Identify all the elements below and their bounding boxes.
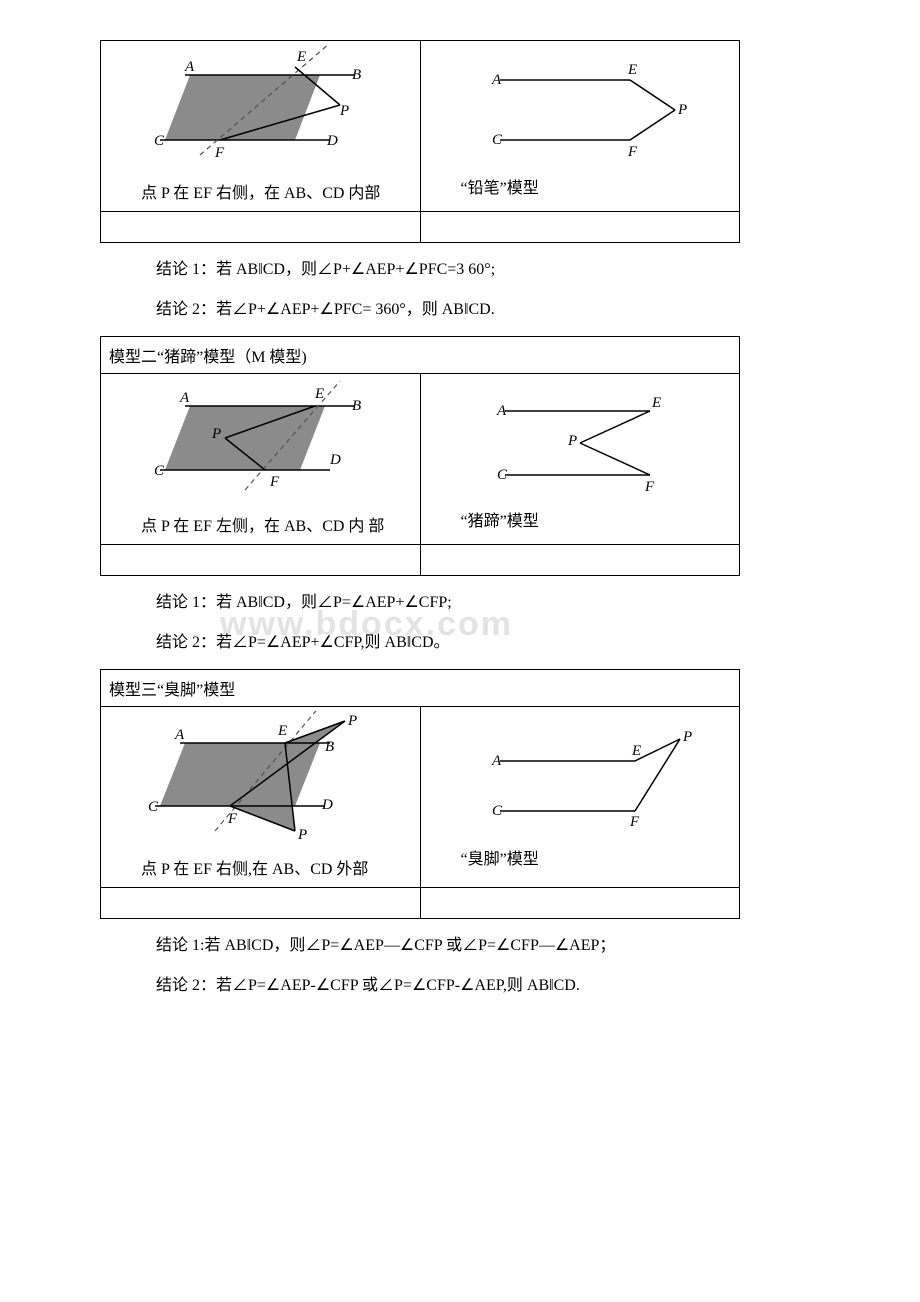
m3r-label-f: F <box>629 814 640 830</box>
m3-label-e: E <box>277 723 287 739</box>
m1-empty-l <box>101 212 421 243</box>
m3-empty-l <box>101 887 421 918</box>
model3-header: 模型三“臭脚”模型 <box>101 669 740 706</box>
m1r-line-pf <box>630 110 675 140</box>
m1r-label-a: A <box>491 72 502 88</box>
m3r-label-a: A <box>491 753 502 769</box>
m1r-label-c: C <box>492 132 503 148</box>
m3-label-p1: P <box>347 713 357 729</box>
m2r-label-p: P <box>567 433 577 449</box>
model3-table: 模型三“臭脚”模型 A B C D E F P P <box>100 669 740 919</box>
model1-right-cell: A E P C F “铅笔”模型 <box>420 41 740 212</box>
m2-label-b: B <box>352 398 361 414</box>
model2-left-caption: 点 P 在 EF 左侧，在 AB、CD 内 部 <box>107 508 414 536</box>
m1-empty-r <box>420 212 740 243</box>
model2-right-cell: A E P C F “猪蹄”模型 <box>420 373 740 544</box>
m3-label-f: F <box>227 811 238 827</box>
model2-conclusion2: 结论 2：若∠P=∠AEP+∠CFP,则 AB‖CD。 <box>60 628 860 658</box>
m3-empty-r <box>420 887 740 918</box>
m1-label-b: B <box>352 67 361 83</box>
model2-right-caption: “猪蹄”模型 <box>427 503 734 531</box>
m2-label-a: A <box>179 390 190 406</box>
model2-right-diagram: A E P C F <box>450 383 710 503</box>
m2-label-e: E <box>314 386 324 402</box>
model1-left-caption: 点 P 在 EF 右侧，在 AB、CD 内部 <box>107 175 414 203</box>
m2r-label-a: A <box>496 403 507 419</box>
m1-parallelogram <box>165 75 320 140</box>
model1-left-diagram: A B C D E F P <box>130 45 390 175</box>
m2-label-c: C <box>154 463 165 479</box>
m3r-label-p: P <box>682 729 692 745</box>
model3-right-caption: “臭脚”模型 <box>427 841 734 869</box>
model3-left-cell: A B C D E F P P 点 P 在 EF 右侧,在 AB、CD 外部 <box>101 706 421 887</box>
m1r-line-ep <box>630 80 675 110</box>
model1-conclusion2: 结论 2：若∠P+∠AEP+∠PFC= 360°，则 AB‖CD. <box>60 295 860 325</box>
model1-right-diagram: A E P C F <box>450 50 710 170</box>
m1-label-d: D <box>326 133 338 149</box>
m3r-label-c: C <box>492 803 503 819</box>
model1-table: A B C D E F P 点 P 在 EF 右侧，在 AB、CD 内部 A E… <box>100 40 740 243</box>
m2-label-d: D <box>329 452 341 468</box>
model3-left-caption: 点 P 在 EF 右侧,在 AB、CD 外部 <box>107 851 414 879</box>
model1-left-cell: A B C D E F P 点 P 在 EF 右侧，在 AB、CD 内部 <box>101 41 421 212</box>
m1-label-p: P <box>339 103 349 119</box>
m1-label-a: A <box>184 59 195 75</box>
m2r-label-e: E <box>651 395 661 411</box>
m3-label-b: B <box>325 739 334 755</box>
model2-conclusion1: 结论 1：若 AB‖CD，则∠P=∠AEP+∠CFP; <box>60 588 860 618</box>
model1-conclusion1: 结论 1：若 AB‖CD，则∠P+∠AEP+∠PFC=3 60°; <box>60 255 860 285</box>
m2-label-f: F <box>269 474 280 490</box>
m3-label-a: A <box>174 727 185 743</box>
model3-conclusion2: 结论 2：若∠P=∠AEP-∠CFP 或∠P=∠CFP-∠AEP,则 AB‖CD… <box>60 971 860 1001</box>
m1-label-f: F <box>214 145 225 161</box>
model2-header: 模型二“猪蹄”模型（M 模型) <box>101 336 740 373</box>
document-body: A B C D E F P 点 P 在 EF 右侧，在 AB、CD 内部 A E… <box>60 40 860 1001</box>
model3-right-cell: A E P C F “臭脚”模型 <box>420 706 740 887</box>
m1r-label-e: E <box>627 62 637 78</box>
m2r-line-pf <box>580 443 650 475</box>
model3-right-diagram: A E P C F <box>450 721 710 841</box>
m2r-line-ep <box>580 411 650 443</box>
m2r-label-c: C <box>497 467 508 483</box>
model2-left-diagram: A B C D E F P <box>130 378 390 508</box>
m2-empty-l <box>101 544 421 575</box>
model1-right-caption: “铅笔”模型 <box>427 170 734 198</box>
model2-left-cell: A B C D E F P 点 P 在 EF 左侧，在 AB、CD 内 部 <box>101 373 421 544</box>
model3-left-diagram: A B C D E F P P <box>130 711 390 851</box>
m1-label-e: E <box>296 49 306 65</box>
m2-parallelogram <box>165 406 325 470</box>
m1-label-c: C <box>154 133 165 149</box>
m2-label-p: P <box>211 426 221 442</box>
m2-empty-r <box>420 544 740 575</box>
m2r-label-f: F <box>644 479 655 495</box>
m3r-label-e: E <box>631 743 641 759</box>
m3-label-p2: P <box>297 827 307 843</box>
m1r-label-p: P <box>677 102 687 118</box>
model2-table: 模型二“猪蹄”模型（M 模型) A B C D E F P 点 P 在 EF 左… <box>100 336 740 576</box>
m3-label-d: D <box>321 797 333 813</box>
model3-conclusion1: 结论 1:若 AB‖CD，则∠P=∠AEP—∠CFP 或∠P=∠CFP—∠AEP… <box>60 931 860 961</box>
m3-label-c: C <box>148 799 159 815</box>
m1r-label-f: F <box>627 144 638 160</box>
